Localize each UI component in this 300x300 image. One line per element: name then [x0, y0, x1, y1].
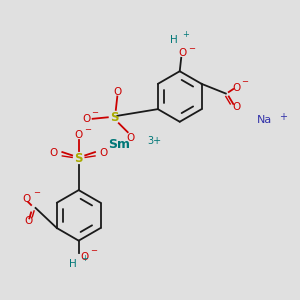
Text: +: +: [81, 254, 88, 263]
Text: −: −: [90, 247, 97, 256]
Text: Na: Na: [257, 115, 272, 125]
Text: O: O: [178, 48, 187, 59]
Text: H: H: [69, 260, 76, 269]
Text: S: S: [110, 111, 118, 124]
Text: O: O: [100, 148, 108, 158]
Text: −: −: [84, 125, 91, 134]
Text: +: +: [279, 112, 287, 122]
Text: 3+: 3+: [147, 136, 161, 146]
Text: −: −: [188, 44, 195, 53]
Text: −: −: [33, 189, 40, 198]
Text: H: H: [170, 35, 178, 45]
Text: Sm: Sm: [108, 138, 130, 151]
Text: −: −: [91, 108, 98, 117]
Text: O: O: [127, 133, 135, 143]
Text: O: O: [232, 82, 240, 93]
Text: O: O: [232, 102, 240, 112]
Text: O: O: [82, 114, 90, 124]
Text: +: +: [182, 30, 189, 39]
Text: −: −: [242, 77, 249, 86]
Text: O: O: [24, 216, 32, 226]
Text: O: O: [113, 87, 122, 97]
Text: O: O: [74, 130, 83, 140]
Text: S: S: [74, 152, 83, 165]
Text: O: O: [80, 252, 89, 262]
Text: O: O: [49, 148, 58, 158]
Text: O: O: [22, 194, 31, 204]
